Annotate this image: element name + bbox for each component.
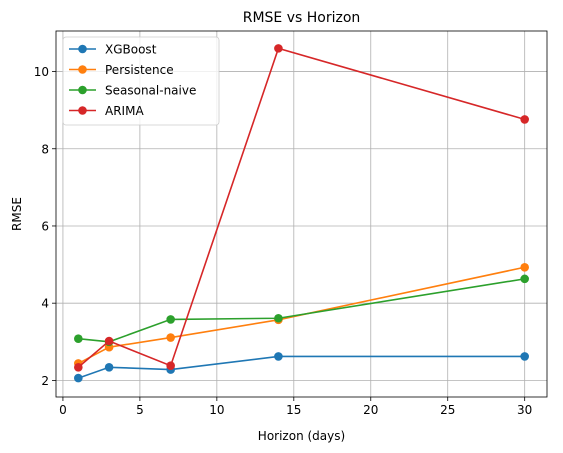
chart-title: RMSE vs Horizon [243,10,361,26]
y-tick-label: 4 [41,297,49,311]
x-tick-label: 15 [286,403,301,417]
x-axis-label: Horizon (days) [258,429,345,443]
plot-frame [55,30,548,398]
series-arima [74,44,529,372]
data-point-xgboost [274,352,283,361]
data-point-arima [520,115,529,124]
legend-marker [78,65,87,74]
data-point-arima [274,44,283,53]
data-point-seasonal-naive [520,274,529,284]
legend-label: XGBoost [105,43,157,57]
legend-marker [78,85,87,95]
x-tick-label: 20 [363,403,378,417]
legend-box [62,36,220,126]
y-tick-label: 2 [41,374,49,388]
legend: XGBoost Persistence Seasonal-naive ARIMA [62,36,220,126]
y-tick-label: 8 [41,142,49,156]
legend-label: Seasonal-naive [105,84,196,98]
x-tick-label: 5 [136,403,144,417]
y-tick-label: 10 [34,65,49,79]
legend-item-xgboost: XGBoost [69,43,157,57]
x-tick-label: 10 [209,403,224,417]
legend-item-seasonal-naive: Seasonal-naive [69,84,196,98]
y-tick-label: 6 [41,219,49,233]
x-tick-label: 30 [517,403,532,417]
legend-item-persistence: Persistence [69,63,174,77]
y-axis-label: RMSE [10,197,24,231]
legend-label: ARIMA [105,104,144,118]
data-point-arima [104,336,114,346]
data-point-persistence [166,333,175,342]
data-point-arima [166,361,175,371]
series-layer [74,44,529,383]
data-point-seasonal-naive [74,334,83,344]
legend-marker [78,44,87,54]
data-point-xgboost [104,362,114,372]
data-point-xgboost [74,373,83,383]
x-tick-label: 25 [440,403,455,417]
data-point-seasonal-naive [274,313,283,323]
data-point-seasonal-naive [166,315,175,324]
ticks: 0 5 10 15 20 25 30 2 4 6 8 10 [34,65,533,417]
data-point-arima [74,362,83,372]
data-point-persistence [520,262,529,272]
x-tick-label: 0 [59,403,67,417]
legend-label: Persistence [105,63,174,77]
legend-item-arima: ARIMA [69,104,144,118]
legend-marker [78,106,87,115]
data-point-xgboost [520,352,529,361]
